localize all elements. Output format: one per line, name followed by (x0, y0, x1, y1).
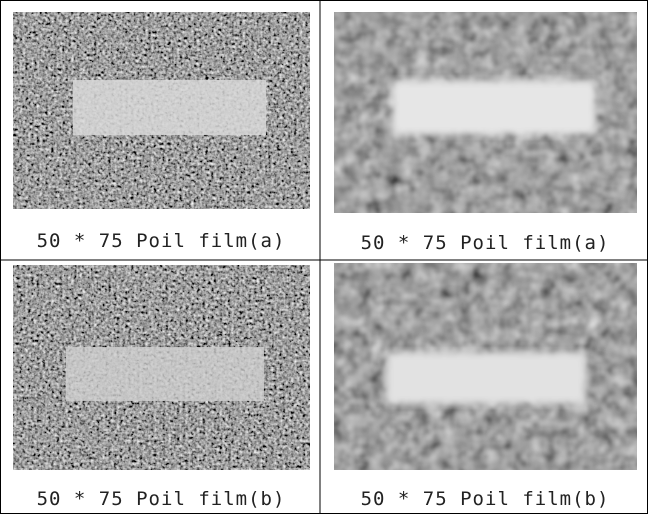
caption: 50 * 75 Poil film(b) (361, 488, 610, 510)
image (334, 263, 637, 470)
page: {"cells": [ {"caption": "50 * 75 Poil fi… (0, 0, 648, 514)
image (334, 12, 637, 213)
image (13, 12, 310, 209)
caption: 50 * 75 Poil film(a) (361, 232, 610, 254)
caption: 50 * 75 Poil film(a) (37, 230, 286, 252)
figure-table: 50 * 75 Poil film(a) 50 * 75 Poil film(a… (0, 0, 648, 514)
image (13, 265, 310, 470)
caption: 50 * 75 Poil film(b) (37, 488, 286, 510)
